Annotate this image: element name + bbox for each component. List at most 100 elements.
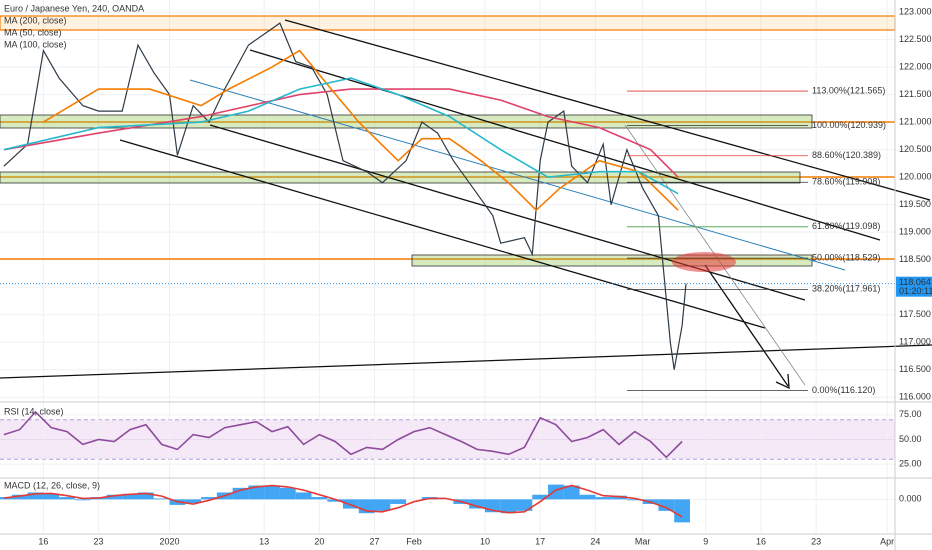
y-tick-label: 120.000 [899,172,932,182]
legend-entry: MA (200, close) [4,15,67,25]
histogram-bar [374,499,391,511]
legend-entry: MA (100, close) [4,39,67,49]
countdown: 01:20:11 [899,286,932,296]
zone [0,114,813,129]
fib-label: 50.00%(118.529) [812,252,880,262]
histogram-bar [626,499,643,501]
y-tick-label: 117.500 [899,309,931,319]
data-layer [0,22,895,523]
series-line [3,22,687,370]
histogram-bar [232,487,249,500]
x-tick-label: 16 [756,536,766,546]
trendline [249,49,881,241]
histogram-bar [674,499,690,523]
trendline [0,344,932,379]
x-tick-label: 20 [314,536,324,546]
zone [411,254,813,267]
x-tick-label: 2020 [160,536,180,546]
x-tick-label: Apr [880,536,894,546]
arrow-head [775,373,790,390]
histogram-bar [264,485,280,500]
histogram-bar [248,485,265,500]
x-tick-label: 10 [480,536,490,546]
histogram-bar [343,499,359,509]
x-tick-label: 16 [38,536,48,546]
y-tick-label: 0.000 [899,494,922,504]
histogram-bar [279,487,296,500]
series-line [3,88,679,178]
y-tick-label: 120.500 [899,144,932,154]
series-line [42,49,679,212]
arrow [704,264,789,387]
trendline [189,79,846,271]
x-tick-label: 13 [259,536,269,546]
histogram-bar [295,492,312,500]
series-line [3,410,683,459]
fib-label: 0.00%(116.120) [812,385,875,395]
y-tick-label: 123.000 [899,6,932,16]
histogram-bar [500,499,517,514]
fib-label: 78.60%(119.908) [812,177,880,187]
histogram-bar [532,494,549,500]
x-tick-label: 17 [535,536,545,546]
y-tick-label: 116.500 [899,364,931,374]
y-tick-label: 118.500 [899,254,931,264]
histogram-bar [611,495,627,500]
series-line [3,484,683,518]
x-tick-label: 24 [590,536,600,546]
fib-label: 88.60%(120.389) [812,150,881,160]
fib-label: 38.20%(117.961) [812,284,880,294]
y-tick-label: 122.500 [899,34,932,44]
y-tick-label: 50.00 [899,434,922,444]
fib-label: 61.80%(119.098) [812,221,880,231]
histogram-bar [548,484,564,500]
y-tick-label: 116.000 [899,392,931,402]
y-tick-label: 119.000 [899,227,931,237]
trendline [284,19,931,201]
histogram-bar [43,493,60,500]
x-tick-label: Feb [406,536,422,546]
histogram-bar [658,499,675,511]
histogram-bar [563,485,580,500]
histogram-bar [11,494,28,500]
chart-title: Euro / Japanese Yen, 240, OANDA [4,3,144,13]
price-tag [896,276,932,297]
text-layer: Euro / Japanese Yen, 240, OANDA RSI (14,… [4,3,932,546]
trendline [119,139,766,329]
histogram-bar [469,499,485,509]
histogram-bar [185,499,202,504]
histogram-bar [106,494,123,500]
y-tick-label: 117.000 [899,337,931,347]
price-tag-label: 118.064 [899,277,931,287]
histogram-bar [579,494,596,500]
panel-title: MACD (12, 26, close, 9) [4,480,100,490]
y-tick-label: 75.00 [899,409,922,419]
histogram-bar [311,497,328,500]
histogram-bar [201,497,217,500]
histogram-bar [153,498,170,500]
histogram-bar [137,492,154,500]
legend-entry: MA (50, close) [4,27,62,37]
histogram-bar [327,499,344,502]
histogram-bar [59,497,75,500]
x-tick-label: 23 [94,536,104,546]
highlight [672,252,736,272]
histogram-bar [390,499,407,504]
histogram-bar [516,499,533,511]
series-line [3,77,679,195]
histogram-bar [27,492,44,500]
fib-label: 113.00%(121.565) [812,85,885,95]
y-tick-label: 122.000 [899,62,932,72]
zone [0,171,801,184]
panel-title: RSI (14, close) [4,406,64,416]
x-tick-label: 23 [811,536,821,546]
fib-label: 100.00%(120.939) [812,120,886,130]
histogram-bar [74,499,91,501]
zone [0,15,896,31]
histogram-bar [122,493,138,500]
y-tick-label: 119.500 [899,199,931,209]
y-tick-label: 121.500 [899,89,932,99]
